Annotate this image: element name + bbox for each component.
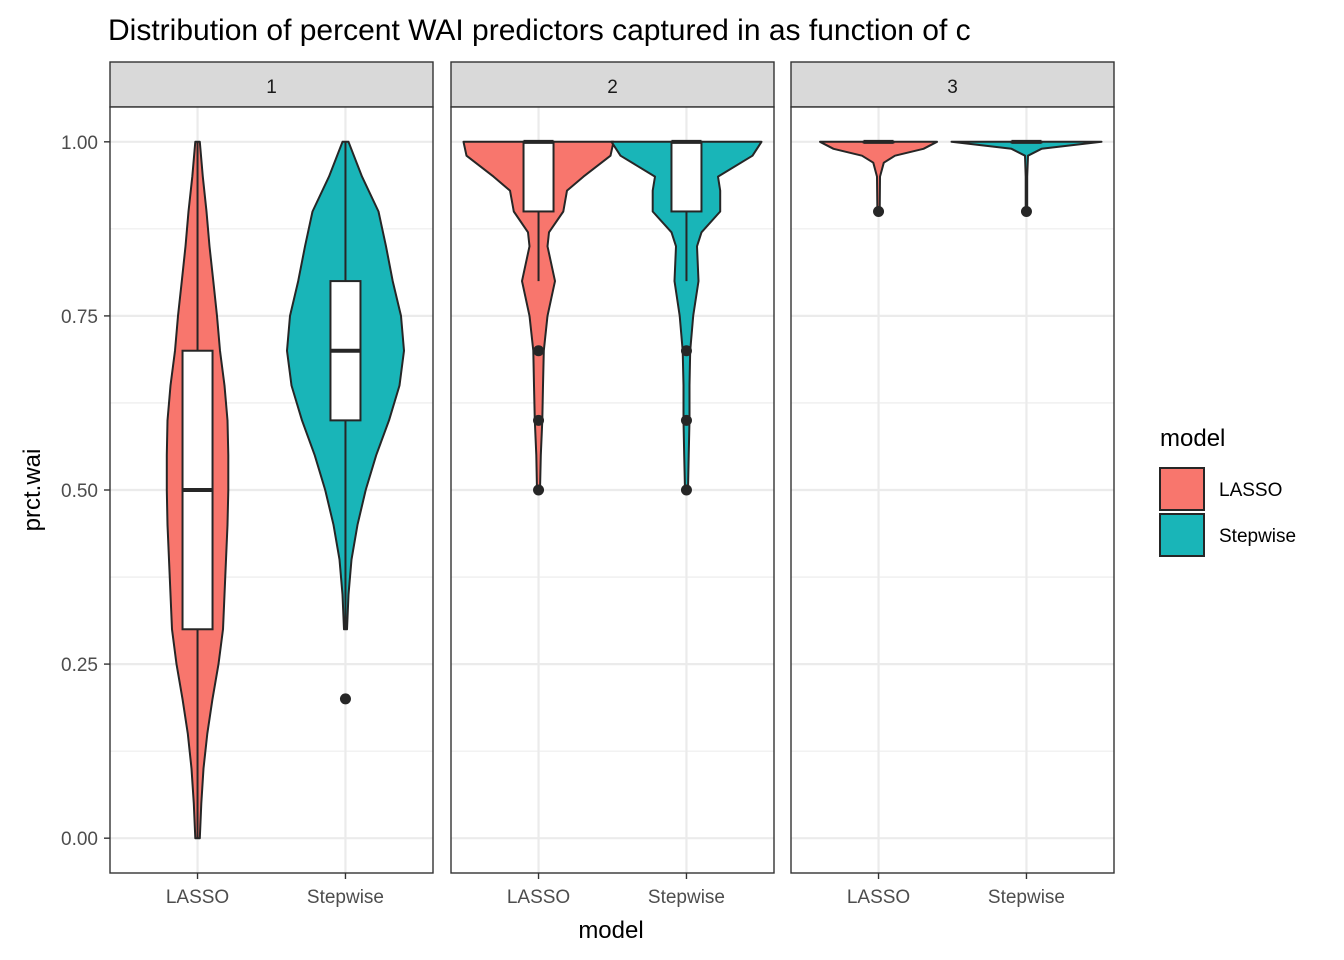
facet-strip xyxy=(109,61,434,108)
violin-shape xyxy=(610,140,763,491)
legend-label: Stepwise xyxy=(1219,526,1296,547)
legend-key xyxy=(1159,467,1205,511)
y-tick-label: 1.00 xyxy=(61,133,98,154)
violin-group-lasso xyxy=(462,139,615,496)
facet-strip-label: 2 xyxy=(607,77,618,98)
legend-label: LASSO xyxy=(1219,480,1282,501)
y-tick-label: 0.75 xyxy=(61,307,98,328)
outlier-point xyxy=(680,484,692,496)
x-tick-label: Stepwise xyxy=(307,887,384,908)
violin-group-lasso xyxy=(165,140,230,840)
outlier-point xyxy=(533,484,545,496)
facet-strip-label: 1 xyxy=(266,77,277,98)
violin-shape xyxy=(950,140,1103,213)
violin-group-stepwise xyxy=(286,140,405,705)
x-tick-label: LASSO xyxy=(166,887,229,908)
panel-border xyxy=(450,106,775,874)
legend-key xyxy=(1159,513,1205,557)
outlier-point xyxy=(533,414,545,426)
panel-border xyxy=(790,106,1115,874)
y-tick-label: 0.50 xyxy=(61,481,98,502)
facet-panel-3: 3 LASSO Stepwise xyxy=(790,61,1115,908)
facet-strip-label: 3 xyxy=(947,77,958,98)
facet-panel-2: 2 LASSO Stepwise xyxy=(450,61,775,908)
legend-entry-stepwise: Stepwise xyxy=(1159,513,1296,557)
box xyxy=(670,140,703,213)
outlier-point xyxy=(533,345,545,357)
x-tick-label: LASSO xyxy=(847,887,910,908)
outlier-point xyxy=(680,414,692,426)
outlier-point xyxy=(1020,205,1032,217)
legend-title: model xyxy=(1160,425,1225,452)
violin-shape xyxy=(462,140,615,491)
outlier-point xyxy=(339,693,351,705)
violin-shape xyxy=(819,140,938,213)
x-tick-label: Stepwise xyxy=(988,887,1065,908)
box xyxy=(522,140,555,213)
x-tick-label: LASSO xyxy=(507,887,570,908)
outlier-point xyxy=(873,205,885,217)
violin-group-lasso xyxy=(819,139,938,217)
violin-group-stepwise xyxy=(950,139,1103,217)
outlier-point xyxy=(680,345,692,357)
legend: model LASSO Stepwise xyxy=(1159,425,1296,557)
y-tick-label: 0.25 xyxy=(61,655,98,676)
y-axis-title: prct.wai xyxy=(19,449,46,532)
legend-entry-lasso: LASSO xyxy=(1159,467,1282,511)
x-tick-label: Stepwise xyxy=(648,887,725,908)
y-tick-label: 0.00 xyxy=(61,829,98,850)
violin-group-stepwise xyxy=(610,139,763,496)
facet-panels: 1 LASSO Stepwise 2 LASSO Stepwise 3 LASSO Stepwi… xyxy=(61,61,1115,908)
facet-panel-1: 1 LASSO Stepwise xyxy=(109,61,434,908)
chart-title: Distribution of percent WAI predictors c… xyxy=(108,14,971,47)
x-axis-title: model xyxy=(578,917,643,944)
